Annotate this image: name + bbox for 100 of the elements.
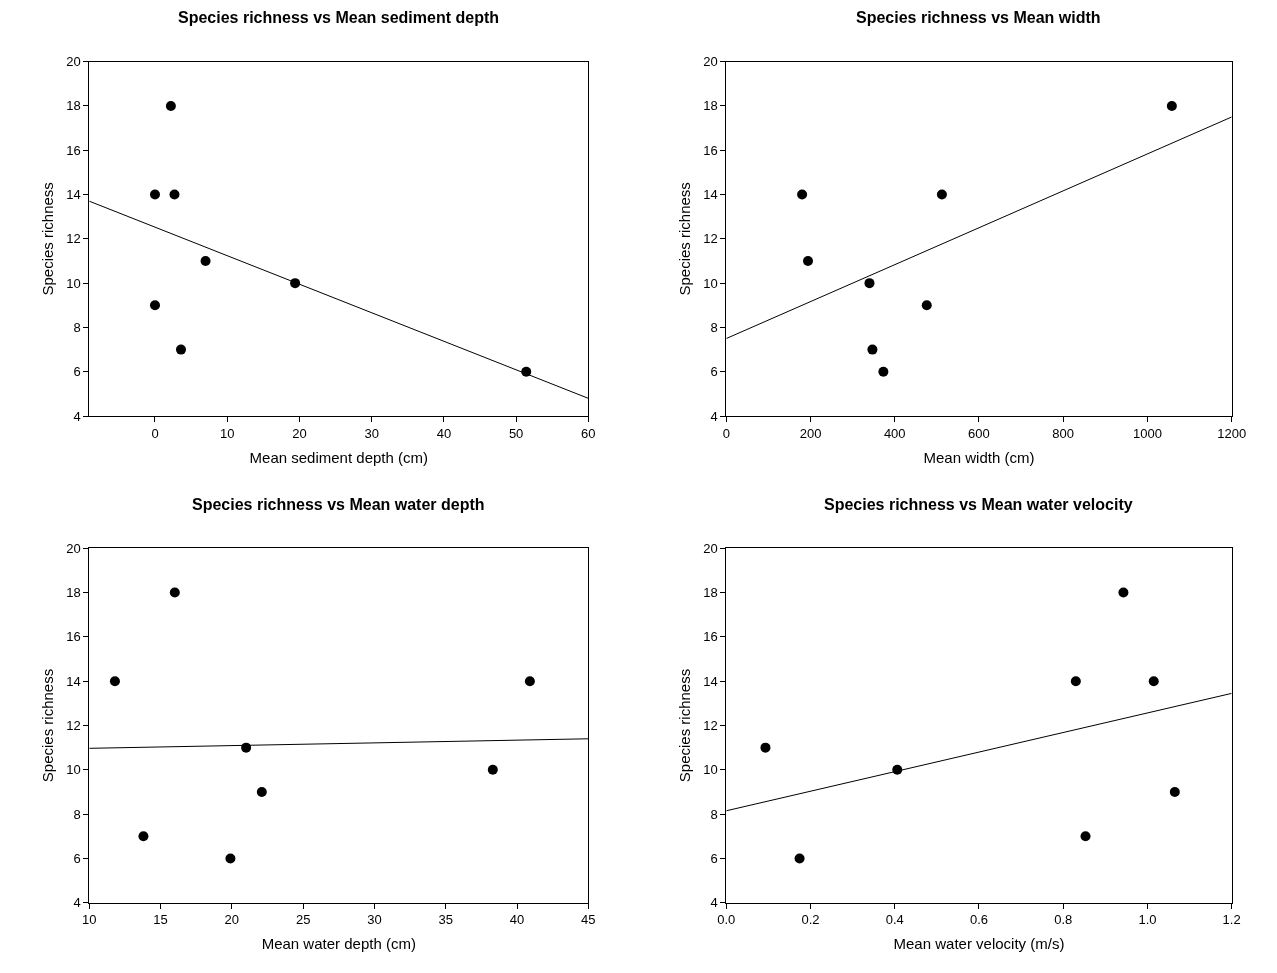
- y-tick-label: 18: [66, 98, 81, 114]
- y-tick-label: 12: [703, 231, 718, 247]
- point: [760, 742, 771, 753]
- point: [1070, 676, 1081, 687]
- x-axis-title: Mean water depth (cm): [261, 935, 416, 953]
- y-tick-label: 18: [66, 585, 81, 601]
- y-tick-label: 16: [66, 142, 81, 158]
- point: [149, 300, 160, 311]
- y-tick-label: 18: [703, 585, 718, 601]
- x-tick-label: 600: [968, 425, 990, 441]
- chart-title: Species richness vs Mean sediment depth: [178, 9, 500, 26]
- point: [169, 587, 180, 598]
- y-tick-label: 6: [73, 364, 81, 380]
- x-tick-label: 0.4: [885, 912, 904, 928]
- x-tick-label: 30: [364, 425, 379, 441]
- x-tick-label: 30: [367, 912, 382, 928]
- y-tick-label: 10: [703, 275, 718, 291]
- point: [1118, 587, 1129, 598]
- x-axis-title: Mean water velocity (m/s): [893, 935, 1065, 953]
- y-tick-label: 12: [66, 231, 81, 247]
- x-tick-label: 10: [219, 425, 235, 441]
- y-axis-title: Species richness: [676, 668, 694, 783]
- chart-title: Species richness vs Mean water velocity: [824, 496, 1133, 513]
- y-tick-label: 8: [73, 806, 81, 822]
- x-tick-label: 1200: [1217, 425, 1247, 441]
- x-tick-label: 200: [799, 425, 822, 441]
- x-tick-label: 50: [508, 425, 524, 441]
- y-tick-label: 14: [66, 673, 81, 689]
- y-tick-label: 10: [66, 762, 81, 778]
- y-tick-label: 8: [710, 806, 718, 822]
- point: [864, 278, 875, 289]
- x-tick-label: 0.8: [1054, 912, 1073, 928]
- y-tick-label: 4: [710, 408, 718, 424]
- y-tick-label: 12: [66, 718, 81, 734]
- x-tick-label: 400: [883, 425, 906, 441]
- x-tick-label: 800: [1052, 425, 1075, 441]
- point: [921, 300, 932, 311]
- point: [256, 786, 267, 797]
- y-tick-label: 18: [703, 98, 718, 114]
- y-tick-label: 4: [73, 895, 81, 911]
- y-tick-label: 10: [703, 762, 718, 778]
- x-tick-label: 0.0: [717, 912, 736, 928]
- point: [200, 255, 211, 266]
- y-tick-label: 20: [703, 540, 718, 556]
- x-tick-label: 0: [722, 425, 730, 441]
- y-tick-label: 20: [66, 540, 81, 556]
- chart-title: Species richness vs Mean water depth: [192, 496, 485, 513]
- x-tick-label: 60: [581, 425, 596, 441]
- point: [802, 255, 813, 266]
- y-tick-label: 14: [703, 673, 718, 689]
- x-tick-label: 1.0: [1138, 912, 1157, 928]
- y-axis-title: Species richness: [39, 668, 57, 783]
- y-tick-label: 6: [710, 850, 718, 866]
- point: [1166, 100, 1177, 111]
- x-tick-label: 15: [153, 912, 168, 928]
- x-axis-title: Mean width (cm): [923, 448, 1035, 466]
- x-tick-label: 1.2: [1222, 912, 1241, 928]
- point: [175, 344, 186, 355]
- x-tick-label: 25: [295, 912, 311, 928]
- y-tick-label: 12: [703, 718, 718, 734]
- point: [149, 189, 160, 200]
- y-tick-label: 16: [66, 629, 81, 645]
- y-axis-title: Species richness: [39, 182, 57, 296]
- y-tick-label: 4: [710, 895, 718, 911]
- point: [936, 189, 947, 200]
- point: [878, 366, 889, 377]
- y-tick-label: 20: [66, 54, 81, 70]
- point: [867, 344, 878, 355]
- chart-title: Species richness vs Mean width: [856, 9, 1101, 26]
- x-tick-label: 0.2: [801, 912, 820, 928]
- y-tick-label: 6: [710, 364, 718, 380]
- point: [1080, 831, 1091, 842]
- x-tick-label: 35: [438, 912, 453, 928]
- x-tick-label: 40: [509, 912, 525, 928]
- y-tick-label: 8: [73, 320, 81, 336]
- y-tick-label: 10: [66, 275, 81, 291]
- point: [487, 764, 498, 775]
- x-tick-label: 0: [151, 425, 159, 441]
- x-tick-label: 40: [436, 425, 452, 441]
- y-tick-label: 6: [73, 850, 81, 866]
- x-tick-label: 20: [292, 425, 307, 441]
- y-tick-label: 4: [73, 408, 81, 424]
- y-tick-label: 16: [703, 629, 718, 645]
- point: [225, 853, 236, 864]
- x-axis-title: Mean sediment depth (cm): [249, 448, 429, 466]
- x-tick-label: 45: [581, 912, 596, 928]
- point: [794, 853, 805, 864]
- x-tick-label: 0.6: [969, 912, 989, 928]
- y-tick-label: 14: [703, 187, 718, 203]
- point: [1148, 676, 1159, 687]
- point: [138, 831, 149, 842]
- y-tick-label: 20: [703, 54, 718, 70]
- point: [165, 100, 176, 111]
- x-tick-label: 20: [224, 912, 240, 928]
- x-tick-label: 1000: [1132, 425, 1162, 441]
- y-tick-label: 8: [710, 320, 718, 336]
- point: [241, 742, 252, 753]
- point: [1169, 786, 1180, 797]
- y-axis-title: Species richness: [676, 182, 694, 296]
- y-tick-label: 16: [703, 142, 718, 158]
